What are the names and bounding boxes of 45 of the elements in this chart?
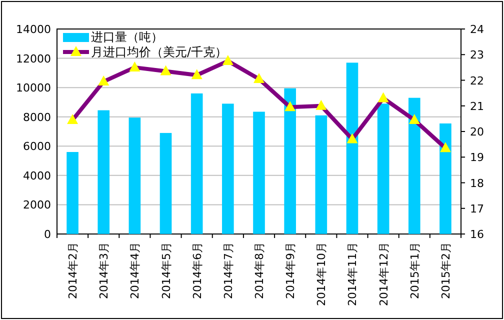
y-tick-label: 0: [44, 228, 51, 241]
y-tick-label: 8000: [23, 110, 51, 124]
bar: [408, 98, 420, 234]
y-tick-label: 4000: [23, 169, 51, 182]
y-tick-label: 14000: [16, 23, 51, 36]
x-tick-label: 2014年10月: [315, 242, 328, 306]
bar: [284, 88, 296, 234]
y-tick-label: 2000: [23, 198, 51, 212]
bar: [128, 118, 141, 234]
bar: [190, 93, 203, 234]
x-tick-label: 2014年4月: [128, 242, 142, 299]
y2-tick-label: 16: [470, 228, 484, 241]
bar: [160, 132, 172, 234]
bar: [222, 104, 234, 234]
legend-label: 进口量（吨）: [91, 30, 163, 44]
bar: [66, 152, 78, 234]
x-tick-label: 2014年9月: [284, 242, 298, 299]
y2-tick-label: 24: [470, 23, 484, 36]
x-tick-label: 2014年11月: [346, 242, 360, 306]
bar: [315, 115, 328, 234]
y2-tick-label: 19: [470, 151, 484, 164]
y2-tick-label: 17: [470, 202, 484, 216]
x-tick-label: 2014年8月: [253, 242, 266, 299]
bar: [377, 104, 390, 234]
legend-label: 月进口均价（美元/千克）: [91, 45, 228, 59]
y-tick-label: 10000: [16, 82, 51, 95]
x-tick-label: 2014年2月: [66, 242, 80, 299]
bar: [440, 123, 452, 234]
bar: [253, 112, 265, 234]
y2-tick-label: 21: [470, 100, 484, 113]
y2-tick-label: 18: [470, 176, 484, 190]
y-tick-label: 12000: [16, 52, 51, 66]
x-tick-label: 2014年6月: [190, 242, 204, 299]
y2-tick-label: 22: [470, 74, 484, 88]
x-tick-label: 2014年3月: [98, 242, 111, 299]
x-tick-label: 2014年5月: [160, 242, 173, 299]
y-tick-label: 6000: [23, 140, 51, 154]
x-tick-label: 2014年7月: [222, 242, 235, 299]
bar: [98, 110, 110, 234]
y2-tick-label: 20: [470, 126, 484, 138]
bar: [346, 62, 358, 234]
x-tick-label: 2015年2月: [439, 242, 452, 299]
y2-tick-label: 23: [470, 48, 484, 62]
x-tick-label: 2014年12月: [377, 242, 390, 306]
x-tick-label: 2015年1月: [408, 242, 422, 299]
